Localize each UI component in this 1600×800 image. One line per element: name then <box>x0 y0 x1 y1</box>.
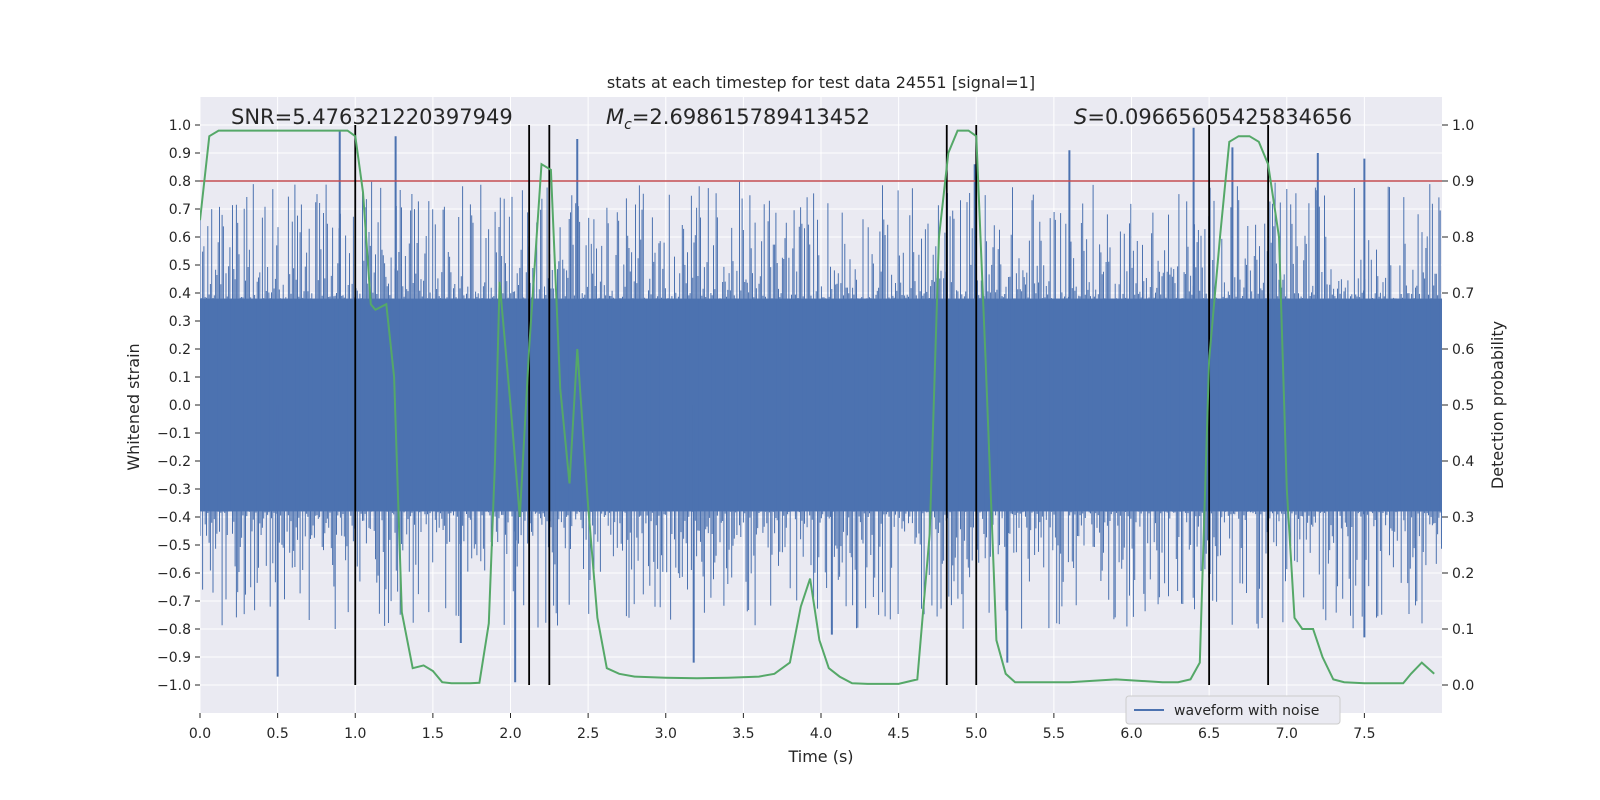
y2-tick-label: 0.8 <box>1452 230 1474 246</box>
x-tick-label: 7.0 <box>1276 726 1298 742</box>
y-tick-label: 1.0 <box>169 118 191 134</box>
legend-label: waveform with noise <box>1174 703 1319 719</box>
x-tick-label: 7.5 <box>1353 726 1375 742</box>
y2-tick-label: 0.1 <box>1452 622 1474 638</box>
x-tick-label: 4.0 <box>810 726 832 742</box>
y-tick-label: 0.0 <box>169 398 191 414</box>
x-tick-label: 5.0 <box>965 726 987 742</box>
mc-value: =2.698615789413452 <box>632 105 870 129</box>
x-tick-label: 3.0 <box>655 726 677 742</box>
y2-tick-label: 0.4 <box>1452 454 1474 470</box>
x-tick-label: 1.0 <box>344 726 366 742</box>
s-value: =0.09665605425834656 <box>1087 105 1352 129</box>
y-tick-label: −0.9 <box>157 650 191 666</box>
y-tick-label: 0.3 <box>169 314 191 330</box>
y2-tick-label: 0.9 <box>1452 174 1474 190</box>
detection-probability-series <box>200 129 1435 685</box>
y-tick-label: 0.2 <box>169 342 191 358</box>
y2-tick-label: 0.3 <box>1452 510 1474 526</box>
waveform-spikes <box>200 181 1442 629</box>
x-tick-label: 2.0 <box>499 726 521 742</box>
legend: waveform with noise <box>1125 695 1341 725</box>
x-tick-label: 2.5 <box>577 726 599 742</box>
y-tick-label: 0.9 <box>169 146 191 162</box>
y2-tick-label: 0.0 <box>1452 678 1474 694</box>
y-tick-label: −0.3 <box>157 482 191 498</box>
x-tick-label: 6.5 <box>1198 726 1220 742</box>
x-tick-label: 0.5 <box>266 726 288 742</box>
y-tick-label: −0.4 <box>157 510 191 526</box>
y2-axis-label: Detection probability <box>1488 321 1507 489</box>
s-symbol: S <box>1074 105 1087 129</box>
y2-tick-label: 0.5 <box>1452 398 1474 414</box>
x-tick-label: 5.5 <box>1043 726 1065 742</box>
y-tick-label: 0.6 <box>169 230 191 246</box>
chart-title: stats at each timestep for test data 245… <box>607 73 1035 92</box>
x-tick-label: 0.0 <box>189 726 211 742</box>
y2-tick-label: 0.7 <box>1452 286 1474 302</box>
y-tick-label: −0.1 <box>157 426 191 442</box>
mc-subscript: c <box>624 117 632 133</box>
chirp-mass-annotation: Mc=2.698615789413452 <box>606 105 870 133</box>
y-tick-label: −0.8 <box>157 622 191 638</box>
y-tick-label: −0.2 <box>157 454 191 470</box>
y2-tick-label: 1.0 <box>1452 118 1474 134</box>
right-axis-ticks: 1.0 0.9 0.8 0.7 0.6 0.5 0.4 0.3 0.2 0.1 0.0 <box>1442 118 1474 694</box>
y-tick-label: 0.7 <box>169 202 191 218</box>
event-lines <box>354 125 1270 685</box>
y2-tick-label: 0.2 <box>1452 566 1474 582</box>
snr-annotation: SNR=5.476321220397949 <box>231 105 513 129</box>
y-tick-label: −1.0 <box>157 678 191 694</box>
y2-tick-label: 0.6 <box>1452 342 1474 358</box>
y-tick-label: 0.5 <box>169 258 191 274</box>
legend-box <box>1125 695 1341 725</box>
x-tick-label: 3.5 <box>732 726 754 742</box>
s-annotation: S=0.09665605425834656 <box>1074 105 1352 129</box>
left-axis-ticks: 1.0 0.9 0.8 0.7 0.6 0.5 0.4 0.3 0.2 0.1 0.0 −0.1 −0.… <box>157 118 200 694</box>
x-tick-label: 1.5 <box>422 726 444 742</box>
probability-line <box>200 129 1435 685</box>
x-tick-label: 6.0 <box>1120 726 1142 742</box>
x-tick-label: 4.5 <box>887 726 909 742</box>
y-tick-label: −0.7 <box>157 594 191 610</box>
waveform-series <box>200 127 1442 683</box>
y-axis-label: Whitened strain <box>124 343 143 470</box>
x-axis-label: Time (s) <box>787 747 853 766</box>
mc-symbol: M <box>606 105 624 129</box>
y-tick-label: 0.4 <box>169 286 191 302</box>
y-tick-label: 0.8 <box>169 174 191 190</box>
y-tick-label: −0.6 <box>157 566 191 582</box>
y-tick-label: −0.5 <box>157 538 191 554</box>
y-tick-label: 0.1 <box>169 370 191 386</box>
